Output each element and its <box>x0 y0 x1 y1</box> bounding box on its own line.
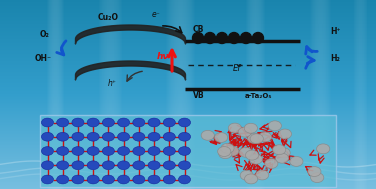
Text: H₂: H₂ <box>330 54 340 63</box>
Ellipse shape <box>226 146 239 156</box>
Circle shape <box>253 33 264 43</box>
Ellipse shape <box>148 175 160 184</box>
Ellipse shape <box>148 132 160 141</box>
Ellipse shape <box>57 118 69 127</box>
Ellipse shape <box>244 123 258 133</box>
Ellipse shape <box>72 132 84 141</box>
Ellipse shape <box>87 132 99 141</box>
Ellipse shape <box>163 118 175 127</box>
Ellipse shape <box>148 147 160 155</box>
Ellipse shape <box>268 121 282 131</box>
Circle shape <box>217 33 227 43</box>
Ellipse shape <box>72 175 84 184</box>
Ellipse shape <box>102 175 114 184</box>
Ellipse shape <box>87 147 99 155</box>
Ellipse shape <box>87 118 99 127</box>
Ellipse shape <box>265 159 278 168</box>
Ellipse shape <box>247 134 261 143</box>
Text: OH⁻: OH⁻ <box>35 54 52 63</box>
Ellipse shape <box>246 150 259 160</box>
Ellipse shape <box>179 147 191 155</box>
Text: hν: hν <box>157 52 169 61</box>
Ellipse shape <box>41 175 53 184</box>
Ellipse shape <box>201 130 214 140</box>
Ellipse shape <box>163 132 175 141</box>
Ellipse shape <box>163 161 175 170</box>
Ellipse shape <box>133 175 145 184</box>
Ellipse shape <box>102 132 114 141</box>
Ellipse shape <box>133 147 145 155</box>
Circle shape <box>229 33 240 43</box>
Ellipse shape <box>133 118 145 127</box>
Ellipse shape <box>311 173 324 183</box>
Ellipse shape <box>102 118 114 127</box>
Ellipse shape <box>250 134 263 144</box>
Ellipse shape <box>57 161 69 170</box>
Text: O₂: O₂ <box>40 30 50 39</box>
Ellipse shape <box>256 170 269 180</box>
Text: h⁺: h⁺ <box>108 79 117 88</box>
Ellipse shape <box>163 175 175 184</box>
Ellipse shape <box>118 147 130 155</box>
Circle shape <box>205 33 215 43</box>
Ellipse shape <box>133 161 145 170</box>
Ellipse shape <box>317 144 330 154</box>
Ellipse shape <box>179 132 191 141</box>
Ellipse shape <box>41 118 53 127</box>
Ellipse shape <box>179 118 191 127</box>
Ellipse shape <box>244 174 258 184</box>
Ellipse shape <box>228 123 241 133</box>
Ellipse shape <box>163 147 175 155</box>
Text: Cu₂O: Cu₂O <box>97 12 118 22</box>
Ellipse shape <box>276 153 289 163</box>
Ellipse shape <box>238 127 252 137</box>
Ellipse shape <box>41 147 53 155</box>
Ellipse shape <box>148 118 160 127</box>
Text: CB: CB <box>193 25 205 34</box>
Ellipse shape <box>87 175 99 184</box>
Ellipse shape <box>133 132 145 141</box>
Text: a-Ta₂O₅: a-Ta₂O₅ <box>245 93 273 99</box>
Ellipse shape <box>57 147 69 155</box>
Ellipse shape <box>290 156 303 166</box>
Circle shape <box>193 33 203 43</box>
Ellipse shape <box>118 132 130 141</box>
Ellipse shape <box>57 175 69 184</box>
Ellipse shape <box>102 161 114 170</box>
Ellipse shape <box>102 147 114 155</box>
Text: e⁻: e⁻ <box>152 10 161 19</box>
Ellipse shape <box>308 167 321 177</box>
Ellipse shape <box>273 145 286 155</box>
Ellipse shape <box>118 175 130 184</box>
Ellipse shape <box>249 154 262 164</box>
Ellipse shape <box>179 175 191 184</box>
Circle shape <box>241 33 252 43</box>
Ellipse shape <box>118 118 130 127</box>
Text: VB: VB <box>193 91 205 100</box>
Ellipse shape <box>72 118 84 127</box>
Ellipse shape <box>258 132 271 142</box>
Ellipse shape <box>219 149 232 159</box>
Ellipse shape <box>57 132 69 141</box>
Ellipse shape <box>41 161 53 170</box>
Ellipse shape <box>239 147 252 157</box>
Ellipse shape <box>179 161 191 170</box>
Text: Ef: Ef <box>233 64 241 73</box>
Bar <box>40 115 336 187</box>
Ellipse shape <box>277 148 290 158</box>
Ellipse shape <box>41 132 53 141</box>
Ellipse shape <box>148 161 160 170</box>
Ellipse shape <box>218 146 231 156</box>
Ellipse shape <box>278 129 291 139</box>
Ellipse shape <box>240 170 253 180</box>
Ellipse shape <box>72 147 84 155</box>
Ellipse shape <box>72 161 84 170</box>
Ellipse shape <box>118 161 130 170</box>
Ellipse shape <box>221 143 234 153</box>
Ellipse shape <box>214 132 228 143</box>
Text: H⁺: H⁺ <box>330 27 341 36</box>
Ellipse shape <box>87 161 99 170</box>
